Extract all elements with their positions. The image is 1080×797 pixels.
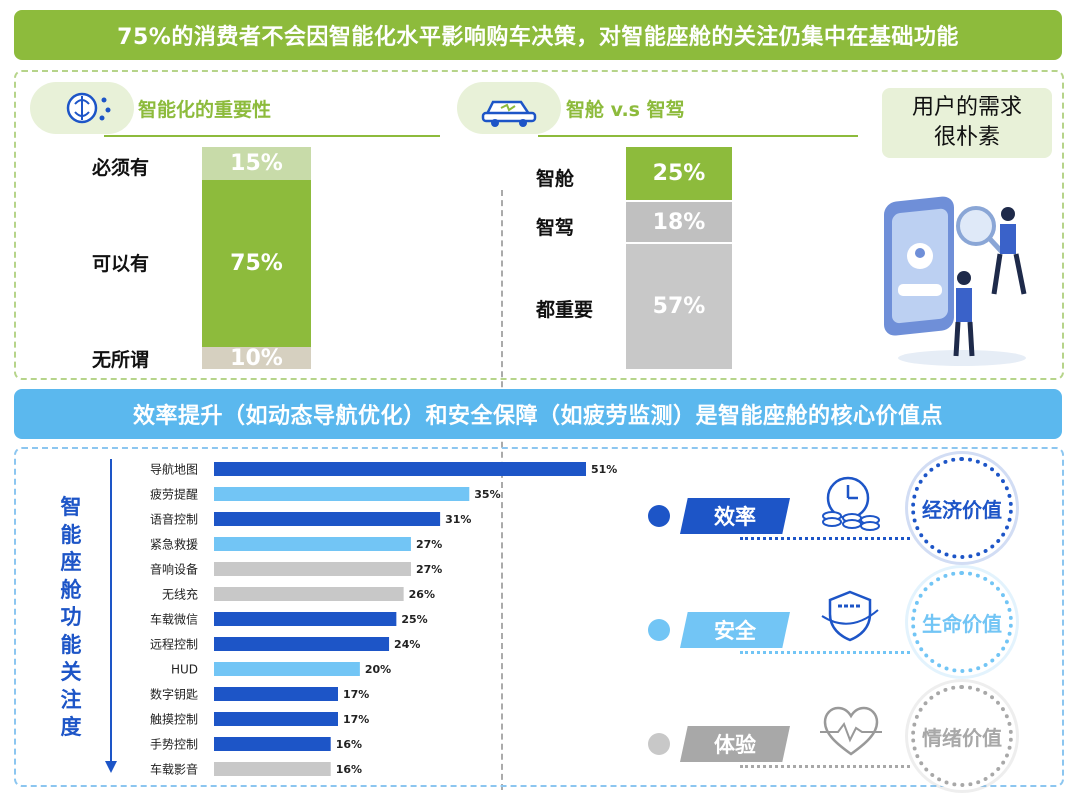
bar-3 [214,512,441,526]
safety-dot [648,619,670,641]
importance-underline [104,135,440,137]
bar-value-label: 16% [336,738,362,751]
phone-user-illustration [872,190,1042,368]
bar-value-label: 35% [474,488,500,501]
bar-category-label: 数字钥匙 [150,687,198,702]
bar-6 [214,587,404,601]
top-banner: 75%的消费者不会因智能化水平影响购车决策，对智能座舱的关注仍集中在基础功能 [14,10,1062,60]
bar-value-label: 31% [445,513,471,526]
bar-category-label: 触摸控制 [150,713,198,727]
panel-divider [501,190,503,790]
cabin-label: 智舱 [536,168,575,190]
importance-label-indifferent: 无所谓 [92,349,150,371]
bar-2 [214,487,470,501]
drive-value: 18% [652,209,706,235]
cabin-value: 25% [652,161,706,186]
bar-5 [214,562,411,576]
bar-value-label: 16% [336,763,362,776]
life-value-text: 生命价值 [922,611,1002,636]
bar-value-label: 26% [409,588,435,601]
bar-7 [214,612,397,626]
safety-label: 安全 [680,612,790,648]
user-need-callout: 用户的需求 很朴素 [882,88,1052,158]
top-banner-text: 75%的消费者不会因智能化水平影响购车决策，对智能座舱的关注仍集中在基础功能 [117,25,959,50]
importance-bar-indifferent: 10% [202,345,311,371]
bar-value-label: 27% [416,538,442,551]
brain-chip-icon [30,82,134,134]
both-label: 都重要 [536,299,594,321]
bar-value-label: 17% [343,713,369,726]
life-value-badge: 生命价值 [911,571,1013,673]
both-value: 57% [652,294,706,319]
bar-category-label: 远程控制 [150,637,198,652]
heart-pulse-icon [816,702,886,762]
both-bar: 57% [626,244,732,369]
experience-dotted-line [740,765,910,768]
importance-label-must: 必须有 [92,157,150,179]
mid-banner-text: 效率提升（如动态导航优化）和安全保障（如疲劳监测）是智能座舱的核心价值点 [132,404,943,429]
bar-11 [214,712,338,726]
top-panel [14,70,1064,380]
importance-bar-must: 15% [202,147,311,180]
importance-title: 智能化的重要性 [138,99,272,121]
bar-category-label: HUD [171,663,198,677]
bar-4 [214,537,411,551]
safety-dotted-line [740,651,910,654]
smart-car-icon [457,82,561,134]
feature-bar-chart: 导航地图 51% 疲劳提醒 35% 语音控制 31% 紧急救援 27% 音响设备 27% 无线充 26… [120,458,620,780]
bar-category-label: 手势控制 [150,738,198,752]
economic-value-text: 经济价值 [922,497,1002,522]
importance-bar-ok: 75% [202,180,311,347]
bar-category-label: 语音控制 [150,512,198,527]
mid-banner: 效率提升（如动态导航优化）和安全保障（如疲劳监测）是智能座舱的核心价值点 [14,389,1062,439]
cabin-bar: 25% [626,147,732,200]
bar-value-label: 17% [343,688,369,701]
bar-value-label: 24% [394,638,420,651]
bar-category-label: 疲劳提醒 [150,487,198,502]
down-arrow-icon [104,459,118,775]
bottom-panel [14,447,1064,787]
bar-category-label: 紧急救援 [150,537,198,552]
bar-8 [214,637,390,651]
bar-1 [214,462,586,476]
bar-value-label: 27% [416,563,442,576]
feature-attention-title: 智能座舱功能关注度 [60,495,82,739]
bar-13 [214,762,331,776]
bar-value-label: 25% [401,613,427,626]
economic-value-badge: 经济价值 [911,457,1013,559]
bar-category-label: 车载微信 [150,612,198,627]
bar-value-label: 51% [591,463,617,476]
bar-category-label: 音响设备 [150,562,198,577]
bar-category-label: 导航地图 [150,462,198,477]
bar-10 [214,687,338,701]
experience-label: 体验 [680,726,790,762]
importance-value-indifferent: 10% [230,345,283,371]
user-need-line1: 用户的需求 [911,95,1022,120]
bar-category-label: 车载影音 [150,762,198,777]
drive-label: 智驾 [536,217,575,239]
emotional-value-badge: 情绪价值 [911,685,1013,787]
user-need-line2: 很朴素 [933,125,1000,150]
bar-9 [214,662,360,676]
bar-value-label: 20% [365,663,391,676]
shield-icon [818,586,882,646]
efficiency-dotted-line [740,537,910,540]
bar-category-label: 无线充 [162,587,198,602]
drive-bar: 18% [626,202,732,242]
emotional-value-text: 情绪价值 [922,725,1002,750]
experience-dot [648,733,670,755]
cabin-vs-drive-title: 智舱 v.s 智驾 [566,99,685,121]
cabin-vs-drive-underline [538,135,858,137]
importance-value-must: 15% [230,151,283,176]
efficiency-dot [648,505,670,527]
clock-coins-icon [818,474,882,534]
efficiency-label: 效率 [680,498,790,534]
importance-value-ok: 75% [230,251,283,276]
bar-12 [214,737,331,751]
importance-label-ok: 可以有 [92,253,150,275]
